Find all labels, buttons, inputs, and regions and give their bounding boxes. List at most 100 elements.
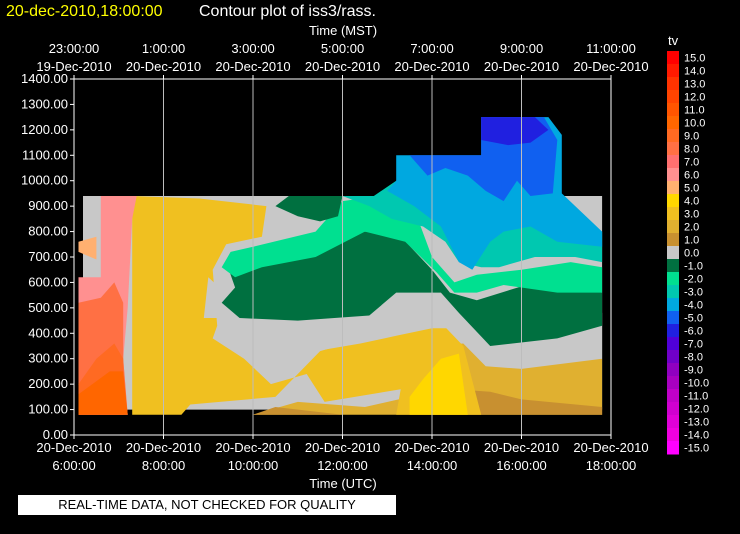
x-tick-time-0: 6:00:00 — [52, 458, 95, 473]
legend-swatch-2 — [667, 77, 679, 91]
legend-swatch-10 — [667, 181, 679, 195]
top-tick-time-1: 1:00:00 — [142, 41, 185, 56]
top-tick-date-3: 20-Dec-2010 — [305, 59, 380, 74]
x-tick-date-5: 20-Dec-2010 — [484, 440, 559, 455]
legend-swatch-14 — [667, 233, 679, 247]
legend-swatch-4 — [667, 103, 679, 117]
legend-label-4: 11.0 — [684, 105, 705, 117]
legend-swatch-0 — [667, 51, 679, 65]
top-axis-label: Time (MST) — [309, 23, 377, 38]
legend-label-1: 14.0 — [684, 66, 705, 78]
y-tick-label-4: 400.00 — [28, 325, 68, 340]
contour-region-7 — [221, 196, 603, 293]
legend-swatch-8 — [667, 155, 679, 169]
legend-label-9: 6.0 — [684, 170, 699, 182]
top-tick-time-5: 9:00:00 — [500, 41, 543, 56]
x-tick-date-0: 20-Dec-2010 — [36, 440, 111, 455]
contour-layer — [78, 117, 603, 415]
legend-label-20: -5.0 — [684, 313, 703, 325]
y-tick-label-3: 300.00 — [28, 351, 68, 366]
legend-label-10: 5.0 — [684, 183, 699, 195]
legend-label-19: -4.0 — [684, 300, 703, 312]
legend-swatch-28 — [667, 415, 679, 429]
top-tick-date-2: 20-Dec-2010 — [215, 59, 290, 74]
legend-label-6: 9.0 — [684, 131, 699, 143]
legend-swatch-20 — [667, 311, 679, 325]
x-tick-date-2: 20-Dec-2010 — [215, 440, 290, 455]
x-tick-time-2: 10:00:00 — [228, 458, 279, 473]
legend-label-27: -12.0 — [684, 404, 709, 416]
x-tick-time-4: 14:00:00 — [407, 458, 458, 473]
legend-swatch-17 — [667, 272, 679, 286]
top-tick-date-0: 19-Dec-2010 — [36, 59, 111, 74]
legend-label-15: 0.0 — [684, 248, 699, 260]
y-tick-label-6: 600.00 — [28, 274, 68, 289]
legend-swatch-16 — [667, 259, 679, 273]
legend-label-11: 4.0 — [684, 196, 699, 208]
contour-region-17 — [78, 371, 128, 415]
x-axis-label: Time (UTC) — [309, 476, 376, 491]
top-tick-date-4: 20-Dec-2010 — [394, 59, 469, 74]
top-tick-date-5: 20-Dec-2010 — [484, 59, 559, 74]
top-tick-date-6: 20-Dec-2010 — [573, 59, 648, 74]
legend-label-29: -14.0 — [684, 430, 709, 442]
x-tick-date-4: 20-Dec-2010 — [394, 440, 469, 455]
legend-swatch-9 — [667, 168, 679, 182]
y-tick-label-9: 900.00 — [28, 198, 68, 213]
legend-swatch-22 — [667, 337, 679, 351]
chart-title: Contour plot of iss3/rass. — [199, 3, 376, 20]
legend-swatch-19 — [667, 298, 679, 312]
legend-label-8: 7.0 — [684, 157, 699, 169]
legend-swatch-1 — [667, 64, 679, 78]
contour-region-6 — [221, 231, 603, 346]
x-tick-date-1: 20-Dec-2010 — [126, 440, 201, 455]
y-tick-label-2: 200.00 — [28, 376, 68, 391]
y-tick-label-13: 1300.00 — [21, 96, 68, 111]
top-tick-time-6: 11:00:00 — [586, 41, 636, 56]
legend-label-24: -9.0 — [684, 365, 703, 377]
legend-label-17: -2.0 — [684, 274, 703, 286]
legend-swatch-21 — [667, 324, 679, 338]
legend-label-16: -1.0 — [684, 261, 703, 273]
top-tick-time-3: 5:00:00 — [321, 41, 364, 56]
legend-swatch-15 — [667, 246, 679, 260]
y-tick-label-11: 1100.00 — [22, 147, 68, 162]
y-tick-label-12: 1200.00 — [21, 122, 68, 137]
x-tick-time-3: 12:00:00 — [317, 458, 368, 473]
legend-swatch-5 — [667, 116, 679, 130]
legend-label-18: -3.0 — [684, 287, 703, 299]
legend-label-22: -7.0 — [684, 339, 703, 351]
legend-label-3: 12.0 — [684, 92, 705, 104]
y-tick-label-14: 1400.00 — [21, 71, 68, 86]
legend-label-14: 1.0 — [684, 235, 699, 247]
legend-label-25: -10.0 — [684, 378, 709, 390]
top-tick-time-0: 23:00:00 — [49, 41, 100, 56]
legend-label-26: -11.0 — [684, 391, 708, 403]
y-tick-label-0: 0.00 — [43, 427, 68, 442]
legend-swatch-29 — [667, 428, 679, 442]
legend-swatch-23 — [667, 350, 679, 364]
legend-swatch-26 — [667, 389, 679, 403]
y-tick-label-5: 500.00 — [28, 300, 68, 315]
legend-swatch-18 — [667, 285, 679, 299]
y-tick-label-10: 1000.00 — [21, 173, 68, 188]
top-tick-time-2: 3:00:00 — [231, 41, 274, 56]
legend-swatch-11 — [667, 194, 679, 208]
legend-label-0: 15.0 — [684, 53, 705, 65]
legend-label-7: 8.0 — [684, 144, 699, 156]
legend-label-28: -13.0 — [684, 417, 709, 429]
y-tick-label-7: 700.00 — [28, 249, 68, 264]
x-tick-date-6: 20-Dec-2010 — [573, 440, 648, 455]
x-tick-time-6: 18:00:00 — [586, 458, 637, 473]
x-tick-date-3: 20-Dec-2010 — [305, 440, 380, 455]
legend-label-2: 13.0 — [684, 79, 705, 91]
legend-swatch-7 — [667, 142, 679, 156]
contour-region-3 — [132, 196, 482, 415]
quality-notice: REAL-TIME DATA, NOT CHECKED FOR QUALITY — [18, 495, 396, 515]
axes-layer: 0.00 100.00 200.00 300.00 400.00 500.00 600.00… — [21, 41, 649, 473]
contour-region-12 — [481, 117, 549, 146]
contour-region-14 — [78, 236, 97, 260]
legend-swatch-27 — [667, 402, 679, 416]
